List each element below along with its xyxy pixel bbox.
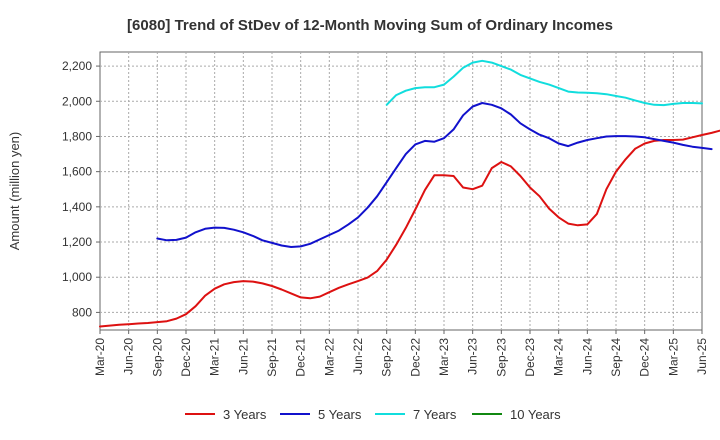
x-axis-ticks: Mar-20 Jun-20 Sep-20 Dec-20 Mar-21 Jun-21 Sep-… — [93, 330, 709, 377]
x-tick-label: Sep-23 — [494, 338, 508, 377]
series-lines — [99, 59, 720, 328]
x-tick-label: Mar-21 — [208, 338, 222, 376]
legend-item-7-years: 7 Years — [375, 407, 457, 422]
x-tick-label: Dec-20 — [179, 338, 193, 377]
x-tick-label: Sep-20 — [150, 338, 164, 377]
series-line-5-years — [156, 102, 713, 248]
x-tick-label: Mar-22 — [322, 338, 336, 376]
y-axis-label: Amount (million yen) — [7, 132, 22, 251]
x-tick-label: Mar-25 — [666, 338, 680, 376]
x-tick-label: Jun-23 — [466, 338, 480, 375]
legend-label: 5 Years — [318, 407, 362, 422]
legend-item-3-years: 3 Years — [185, 407, 267, 422]
series-line-3-years — [99, 129, 720, 328]
y-tick-label: 1,400 — [62, 200, 92, 214]
y-tick-label: 800 — [72, 305, 92, 319]
y-axis-ticks: 800 1,000 1,200 1,400 1,600 1,800 2,000 2,200 — [62, 59, 100, 319]
x-tick-label: Jun-22 — [351, 338, 365, 375]
y-tick-label: 1,200 — [62, 235, 92, 249]
legend-label: 3 Years — [223, 407, 267, 422]
y-tick-label: 1,600 — [62, 165, 92, 179]
y-tick-label: 2,200 — [62, 59, 92, 73]
x-tick-label: Dec-22 — [408, 338, 422, 377]
series-line-7-years — [385, 59, 703, 107]
y-tick-label: 1,000 — [62, 270, 92, 284]
x-tick-label: Dec-24 — [638, 338, 652, 377]
x-tick-label: Jun-24 — [580, 338, 594, 375]
x-tick-label: Dec-23 — [523, 338, 537, 377]
x-tick-label: Sep-24 — [609, 338, 623, 377]
legend-label: 7 Years — [413, 407, 457, 422]
x-tick-label: Sep-21 — [265, 338, 279, 377]
x-tick-label: Jun-20 — [122, 338, 136, 375]
x-tick-label: Jun-25 — [695, 338, 709, 375]
x-tick-label: Jun-21 — [236, 338, 250, 375]
legend-item-5-years: 5 Years — [280, 407, 362, 422]
y-tick-label: 1,800 — [62, 129, 92, 143]
y-tick-label: 2,000 — [62, 94, 92, 108]
x-tick-label: Mar-23 — [437, 338, 451, 376]
chart-title: [6080] Trend of StDev of 12-Month Moving… — [127, 17, 613, 34]
x-tick-label: Mar-24 — [552, 338, 566, 376]
x-tick-label: Dec-21 — [294, 338, 308, 377]
x-tick-label: Mar-20 — [93, 338, 107, 376]
x-tick-label: Sep-22 — [380, 338, 394, 377]
plot-area — [99, 51, 703, 331]
legend: 3 Years 5 Years 7 Years 10 Years — [185, 407, 561, 422]
legend-item-10-years: 10 Years — [472, 407, 561, 422]
legend-label: 10 Years — [510, 407, 561, 422]
